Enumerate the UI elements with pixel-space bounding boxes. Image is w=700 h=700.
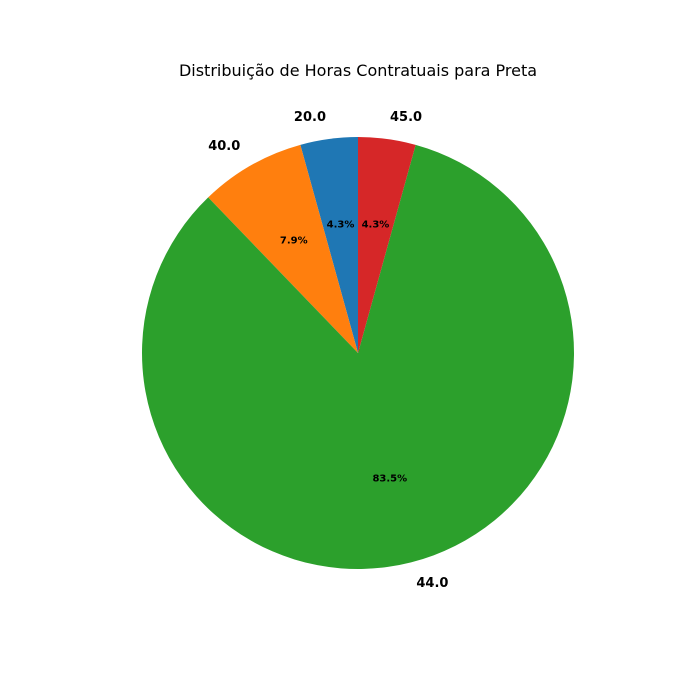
pie-labels: 20.0 4.3% 40.0 7.9% 44.0 83.5% 45.0 4.3%: [208, 110, 448, 591]
pie-slice-20-0: [300, 137, 358, 353]
chart-title: Distribuição de Horas Contratuais para P…: [179, 61, 537, 80]
slice-label: 44.0: [416, 576, 448, 591]
pie-slices: [141, 137, 574, 570]
slice-percent-label: 83.5%: [372, 474, 407, 485]
slice-percent-label: 7.9%: [280, 235, 308, 246]
pie-slice-45-0: [358, 137, 416, 353]
slice-label: 40.0: [208, 139, 240, 154]
pie-slice-40-0: [208, 144, 358, 353]
slice-label: 20.0: [294, 110, 326, 125]
slice-percent-label: 4.3%: [362, 220, 390, 231]
pie-slice-44-0: [141, 144, 574, 570]
slice-percent-label: 4.3%: [327, 220, 355, 231]
slice-label: 45.0: [390, 110, 422, 125]
